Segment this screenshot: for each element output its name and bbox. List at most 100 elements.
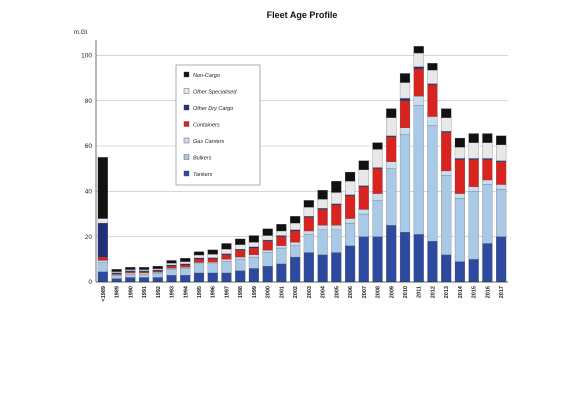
- bar-1996-non-cargo: [207, 249, 218, 255]
- bar-2003-bulkers: [303, 234, 314, 253]
- bar-2009-other-dry-cargo: [386, 135, 397, 138]
- bar-2016-gas-carriers: [482, 179, 493, 185]
- bar-1995-other-specialised: [193, 254, 205, 259]
- bar-2005-tankers: [331, 252, 342, 283]
- bar-<1989-bulkers: [97, 262, 108, 272]
- legend-label-gas-carriers: Gas Carriers: [193, 139, 224, 145]
- bar-2002-containers: [290, 230, 301, 243]
- bar-2012-other-dry-cargo: [427, 83, 438, 85]
- bar-1994-other-dry-cargo: [180, 263, 191, 266]
- bar-2005-gas-carriers: [331, 225, 342, 230]
- bar-2003-tankers: [303, 252, 314, 283]
- x-tick-2001: 2001: [279, 286, 285, 298]
- bar-stack-2008: [372, 142, 383, 283]
- bar-1990-tankers: [125, 277, 136, 283]
- bar-1992-non-cargo: [152, 266, 163, 269]
- bar-2005-containers: [331, 204, 342, 226]
- bar-stack-1995: [193, 251, 205, 283]
- x-tick-1990: 1990: [128, 286, 134, 298]
- x-tick-1994: 1994: [183, 285, 189, 298]
- bar-2007-containers: [358, 186, 369, 210]
- x-tick-2009: 2009: [389, 286, 395, 298]
- bar-stack-<1989: [97, 157, 108, 283]
- bar-2011-tankers: [413, 234, 424, 283]
- bar-stack-1996: [207, 249, 218, 283]
- bar-1995-non-cargo: [193, 251, 205, 256]
- bar-1992-containers: [152, 270, 163, 273]
- bar-2001-gas-carriers: [276, 245, 287, 249]
- x-tick-1995: 1995: [197, 286, 203, 298]
- bar-2004-tankers: [317, 254, 328, 283]
- bar-2009-bulkers: [386, 168, 397, 226]
- bar-1994-gas-carriers: [180, 267, 191, 269]
- bar-2006-other-specialised: [344, 181, 356, 195]
- chart-title: Fleet Age Profile: [267, 10, 338, 20]
- bar-1996-gas-carriers: [207, 262, 218, 264]
- bar-2002-bulkers: [290, 245, 301, 258]
- legend-label-bulkers: Bulkers: [193, 155, 212, 161]
- bar-2008-other-specialised: [372, 149, 383, 168]
- bar-stack-2009: [386, 108, 397, 283]
- bar-2006-tankers: [344, 245, 356, 283]
- bar-2012-gas-carriers: [427, 116, 438, 126]
- bar-1993-bulkers: [166, 269, 177, 276]
- bar-<1989-other-dry-cargo: [97, 222, 108, 258]
- bar-1994-bulkers: [180, 268, 191, 276]
- bar-2005-non-cargo: [331, 181, 342, 193]
- bar-1998-other-dry-cargo: [235, 249, 246, 251]
- x-tick-2008: 2008: [376, 286, 382, 298]
- bar-1996-other-dry-cargo: [207, 257, 218, 260]
- bar-2007-bulkers: [358, 213, 369, 237]
- bar-2012-tankers: [427, 241, 438, 283]
- bar-1993-containers: [166, 266, 177, 269]
- bar-1989-bulkers: [111, 275, 122, 279]
- bar-1995-other-dry-cargo: [193, 257, 205, 260]
- bar-stack-2016: [482, 133, 493, 283]
- bar-stack-2013: [441, 108, 452, 283]
- bar-2000-containers: [262, 241, 273, 251]
- bar-1997-other-specialised: [221, 249, 232, 254]
- y-tick-80: 80: [85, 98, 93, 105]
- x-tick-2016: 2016: [485, 286, 491, 298]
- bar-2003-gas-carriers: [303, 230, 314, 235]
- bar-2008-bulkers: [372, 200, 383, 237]
- bar-2004-gas-carriers: [317, 225, 328, 230]
- bar-stack-2007: [358, 160, 369, 283]
- x-tick-2007: 2007: [362, 286, 368, 298]
- bar-1998-containers: [235, 250, 246, 258]
- y-tick-60: 60: [85, 143, 93, 150]
- bar-stack-2010: [399, 73, 411, 283]
- bar-2005-other-specialised: [331, 192, 342, 204]
- bar-2002-tankers: [290, 256, 301, 283]
- bar-<1989-tankers: [97, 271, 108, 283]
- x-tick-1993: 1993: [170, 286, 176, 298]
- legend-swatch-gas-carriers: [183, 137, 190, 144]
- bar-1989-other-specialised: [111, 271, 122, 273]
- x-tick-2004: 2004: [321, 285, 327, 298]
- bar-stack-2005: [331, 181, 342, 283]
- x-tick-1999: 1999: [252, 286, 258, 298]
- bar-stack-2014: [454, 137, 466, 283]
- bar-2011-bulkers: [413, 105, 424, 235]
- legend-swatch-other-dry-cargo: [183, 104, 190, 111]
- bar-1993-other-dry-cargo: [166, 264, 177, 267]
- bar-2014-containers: [454, 159, 466, 194]
- bar-1994-non-cargo: [180, 258, 191, 262]
- bar-stack-2015: [468, 133, 479, 283]
- bar-stack-2012: [427, 63, 438, 283]
- x-tick-2011: 2011: [417, 286, 423, 298]
- legend-label-non-cargo: Non-Cargo: [193, 73, 220, 79]
- x-tick-2015: 2015: [472, 286, 478, 298]
- x-tick-1992: 1992: [156, 286, 162, 298]
- bar-1992-other-specialised: [152, 268, 163, 271]
- bar-2005-other-dry-cargo: [331, 203, 342, 206]
- bar-stack-2017: [496, 135, 507, 283]
- bar-2009-other-specialised: [386, 117, 397, 136]
- bar-stack-2011: [413, 46, 424, 283]
- bar-2012-other-specialised: [427, 69, 438, 84]
- bar-2011-containers: [413, 68, 424, 97]
- bar-1999-other-specialised: [248, 242, 260, 247]
- axes: [95, 40, 508, 283]
- x-tick-2003: 2003: [307, 286, 313, 298]
- bar-2013-containers: [441, 132, 452, 172]
